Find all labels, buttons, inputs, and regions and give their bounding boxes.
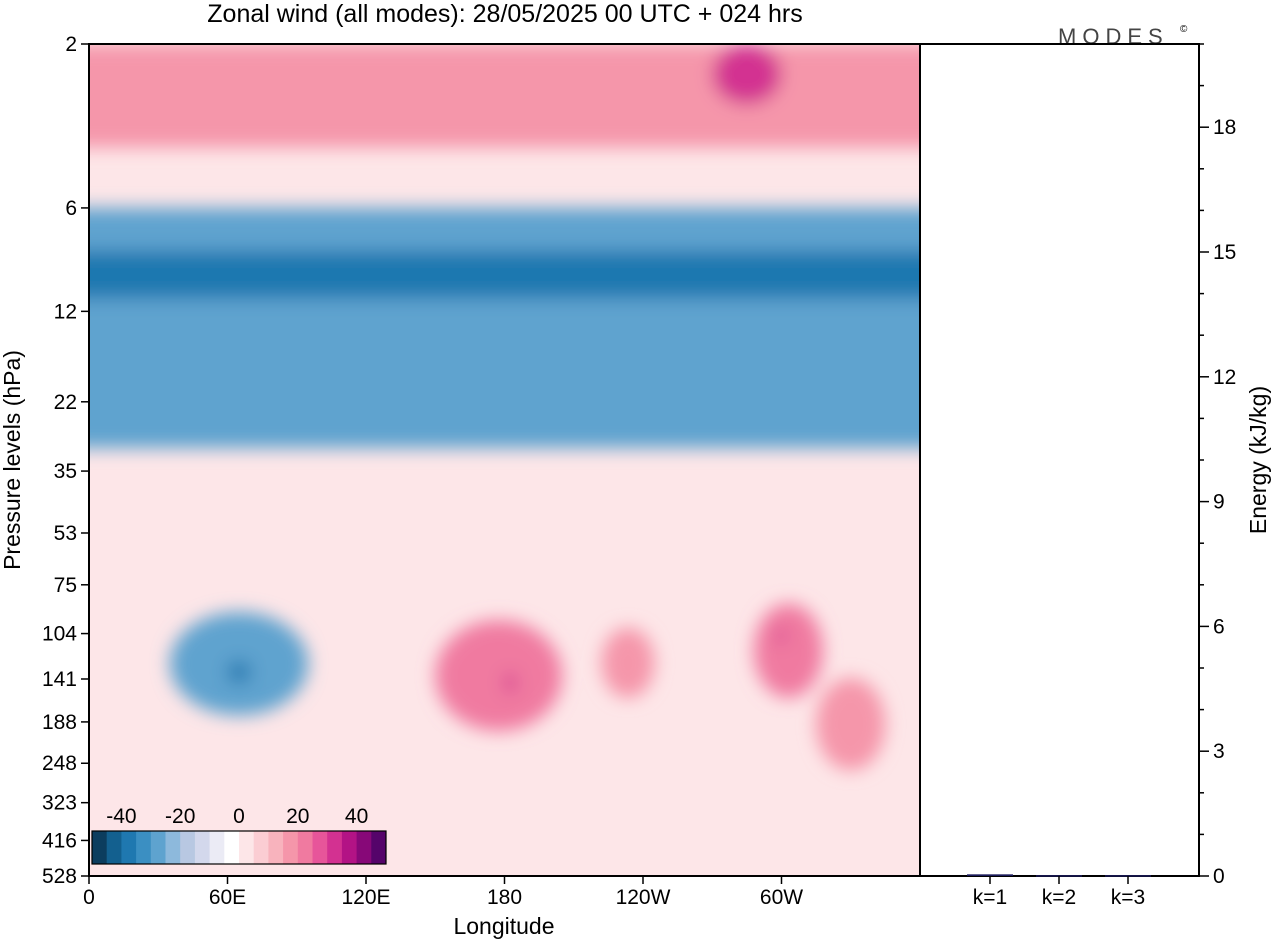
contour-fields <box>89 44 920 771</box>
y-axis-label: Pressure levels (hPa) <box>0 350 25 570</box>
modes-logo-mark: © <box>1180 24 1188 35</box>
x-tick-label: 0 <box>83 886 95 909</box>
colorbar-swatch <box>194 831 211 864</box>
energy-bar-k=2 <box>1036 875 1082 877</box>
wind-region <box>435 620 563 732</box>
energy-axis-label: Energy (kJ/kg) <box>1245 386 1271 534</box>
colorbar-swatch <box>239 831 255 864</box>
energy-tick-label: 15 <box>1213 241 1236 264</box>
colorbar-swatch <box>371 831 387 864</box>
colorbar-swatch <box>283 831 299 864</box>
colorbar-swatch <box>341 831 358 864</box>
energy-bars <box>967 874 1151 877</box>
contour-plot <box>89 44 920 876</box>
wind-region <box>89 44 920 148</box>
wind-region <box>776 627 787 645</box>
y-tick-label: 53 <box>54 522 77 545</box>
bar-category-labels: k=1 k=2 k=3 <box>973 876 1145 909</box>
bar-category-label: k=1 <box>973 886 1007 909</box>
y-tick-label: 248 <box>42 752 77 775</box>
chart-title: Zonal wind (all modes): 28/05/2025 00 UT… <box>207 0 802 28</box>
energy-axis: 0 3 6 9 12 15 18 <box>1199 43 1236 888</box>
plot-background <box>89 44 920 876</box>
energy-bar-k=3 <box>1105 875 1151 877</box>
colorbar-swatch <box>165 831 181 864</box>
x-tick-label: 60W <box>760 886 803 909</box>
y-tick-label: 323 <box>42 792 77 815</box>
wind-region <box>227 661 251 684</box>
energy-tick-label: 18 <box>1213 116 1236 139</box>
colorbar-tick-label: 20 <box>286 805 309 828</box>
colorbar-swatch <box>121 831 137 864</box>
colorbar-swatch <box>92 831 108 864</box>
y-axis: 2 6 12 22 35 53 75 104 141 188 248 323 416 528 <box>42 33 89 888</box>
y-tick-label: 35 <box>54 460 77 483</box>
colorbar-tick-label: -40 <box>106 805 136 828</box>
y-tick-label: 188 <box>42 711 77 734</box>
y-tick-label: 141 <box>42 668 77 691</box>
colorbar-swatch <box>253 831 269 864</box>
y-tick-label: 6 <box>65 197 77 220</box>
y-tick-label: 75 <box>54 574 77 597</box>
y-tick-label: 12 <box>54 300 77 323</box>
colorbar-tick-label: -20 <box>165 805 195 828</box>
colorbar-frame <box>91 830 387 865</box>
energy-tick-label: 0 <box>1213 865 1225 888</box>
y-tick-label: 22 <box>54 391 77 414</box>
energy-panel-frame <box>919 43 1200 877</box>
colorbar-swatch <box>327 831 343 864</box>
colorbar: -40 -20 0 20 40 <box>91 805 387 865</box>
energy-tick-label: 12 <box>1213 366 1236 389</box>
colorbar-swatch <box>356 831 372 864</box>
x-tick-label: 120E <box>341 886 390 909</box>
y-tick-label: 416 <box>42 829 77 852</box>
energy-bar-k=1 <box>967 874 1013 876</box>
x-tick-label: 60E <box>209 886 246 909</box>
wind-region <box>89 250 920 299</box>
colorbar-swatch <box>224 831 240 864</box>
y-tick-label: 528 <box>42 865 77 888</box>
x-tick-label: 120W <box>616 886 671 909</box>
wind-region <box>504 672 517 694</box>
colorbar-swatch <box>150 831 166 864</box>
energy-tick-label: 6 <box>1213 615 1225 638</box>
colorbar-swatch <box>297 831 313 864</box>
y-tick-label: 2 <box>65 33 77 56</box>
x-axis-label: Longitude <box>453 913 554 939</box>
colorbar-swatch <box>209 831 225 864</box>
colorbar-swatch <box>136 831 152 864</box>
colorbar-swatch <box>180 831 196 864</box>
colorbar-swatch <box>268 831 284 864</box>
bar-category-label: k=3 <box>1111 886 1145 909</box>
wind-region <box>816 677 886 771</box>
colorbar-swatch <box>312 831 328 864</box>
wind-region <box>89 207 920 449</box>
colorbar-swatch <box>106 831 122 864</box>
colorbar-tick-label: 0 <box>233 805 245 828</box>
y-tick-label: 104 <box>42 623 77 646</box>
energy-tick-label: 9 <box>1213 491 1225 514</box>
colorbar-tick-label: 40 <box>345 805 368 828</box>
wind-region <box>712 44 782 105</box>
wind-region <box>601 627 655 698</box>
x-axis: 0 60E 120E 180 120W 60W <box>83 876 803 909</box>
bar-category-label: k=2 <box>1042 886 1076 909</box>
energy-tick-label: 3 <box>1213 740 1225 763</box>
x-tick-label: 180 <box>487 886 522 909</box>
wind-region <box>753 603 824 698</box>
